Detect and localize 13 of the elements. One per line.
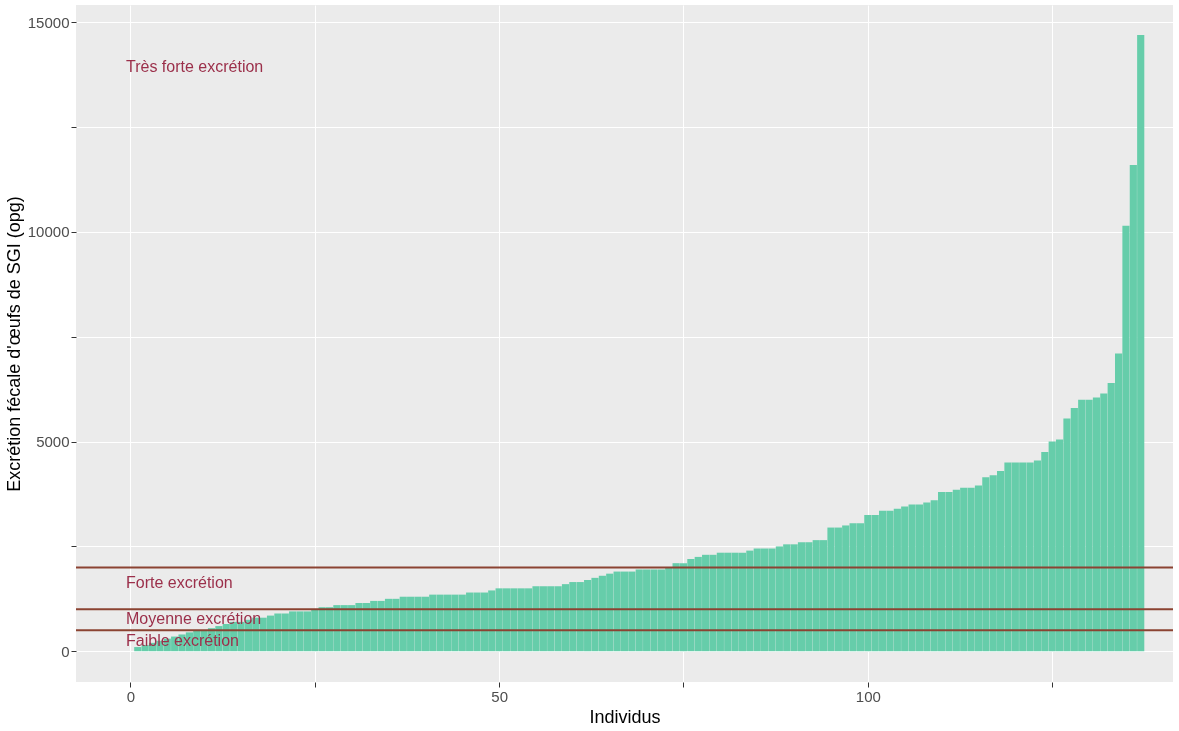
x-axis-title: Individus <box>589 706 661 727</box>
x-tick-label: 50 <box>491 687 508 705</box>
y-tick-label: 5000 <box>36 433 70 451</box>
y-tick-label: 15000 <box>27 13 70 31</box>
annotation: Moyenne excrétion <box>126 610 262 627</box>
annotation: Faible excrétion <box>126 632 239 649</box>
y-tick-label: 10000 <box>27 223 70 241</box>
x-tick-label: 100 <box>855 687 881 705</box>
annotation: Forte excrétion <box>126 574 233 591</box>
y-tick-label: 0 <box>61 642 70 660</box>
annotation: Très forte excrétion <box>126 58 264 75</box>
x-tick-label: 0 <box>126 687 136 705</box>
y-axis-title: Excrétion fécale d'œufs de SGI (opg) <box>3 196 24 492</box>
